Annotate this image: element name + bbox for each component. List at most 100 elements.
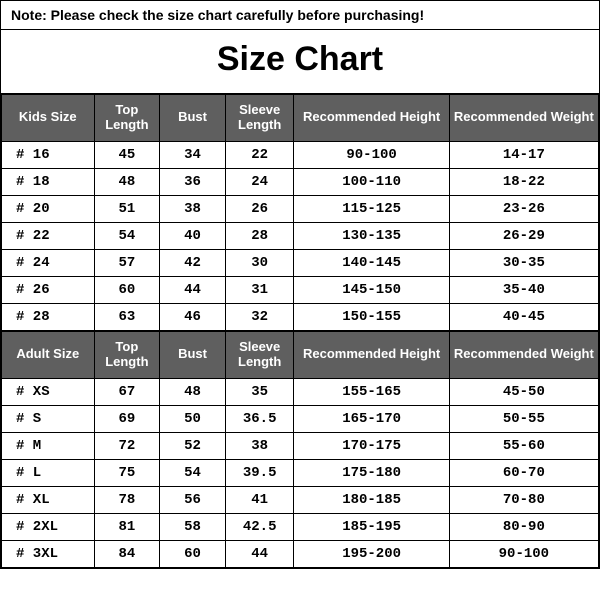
cell-size: # XL: [2, 486, 95, 513]
cell-bust: 52: [160, 432, 226, 459]
cell-sleeve-length: 36.5: [225, 405, 294, 432]
cell-rec-height: 90-100: [294, 141, 449, 168]
cell-rec-height: 145-150: [294, 276, 449, 303]
col-rec-weight: Recommended Weight: [449, 95, 598, 142]
cell-rec-height: 140-145: [294, 249, 449, 276]
chart-title: Size Chart: [1, 30, 599, 94]
cell-top-length: 72: [94, 432, 160, 459]
cell-size: # 20: [2, 195, 95, 222]
table-row: # 24574230140-14530-35: [2, 249, 599, 276]
cell-rec-weight: 14-17: [449, 141, 598, 168]
cell-size: # S: [2, 405, 95, 432]
table-row: # 22544028130-13526-29: [2, 222, 599, 249]
cell-top-length: 78: [94, 486, 160, 513]
cell-size: # 16: [2, 141, 95, 168]
cell-sleeve-length: 42.5: [225, 513, 294, 540]
cell-size: # 2XL: [2, 513, 95, 540]
cell-bust: 40: [160, 222, 226, 249]
cell-size: # 24: [2, 249, 95, 276]
cell-bust: 58: [160, 513, 226, 540]
col-rec-weight: Recommended Weight: [449, 331, 598, 378]
cell-top-length: 63: [94, 303, 160, 330]
cell-size: # 3XL: [2, 540, 95, 567]
cell-rec-height: 195-200: [294, 540, 449, 567]
kids-size-table: Kids Size Top Length Bust Sleeve Length …: [1, 94, 599, 331]
col-top-length: Top Length: [94, 95, 160, 142]
cell-bust: 42: [160, 249, 226, 276]
col-bust: Bust: [160, 331, 226, 378]
size-chart-container: Note: Please check the size chart carefu…: [0, 0, 600, 569]
col-sleeve: Sleeve Length: [225, 331, 294, 378]
cell-top-length: 75: [94, 459, 160, 486]
cell-rec-height: 100-110: [294, 168, 449, 195]
cell-rec-weight: 50-55: [449, 405, 598, 432]
cell-rec-weight: 35-40: [449, 276, 598, 303]
table-row: # XS674835155-16545-50: [2, 378, 599, 405]
cell-rec-weight: 80-90: [449, 513, 598, 540]
cell-size: # XS: [2, 378, 95, 405]
cell-bust: 46: [160, 303, 226, 330]
cell-rec-height: 155-165: [294, 378, 449, 405]
cell-size: # L: [2, 459, 95, 486]
cell-sleeve-length: 28: [225, 222, 294, 249]
table-row: # 3XL846044195-20090-100: [2, 540, 599, 567]
cell-rec-weight: 18-22: [449, 168, 598, 195]
table-row: # 26604431145-15035-40: [2, 276, 599, 303]
adult-size-table: Adult Size Top Length Bust Sleeve Length…: [1, 331, 599, 568]
table-row: # 18483624100-11018-22: [2, 168, 599, 195]
cell-top-length: 67: [94, 378, 160, 405]
cell-sleeve-length: 22: [225, 141, 294, 168]
cell-rec-height: 185-195: [294, 513, 449, 540]
col-bust: Bust: [160, 95, 226, 142]
cell-rec-weight: 60-70: [449, 459, 598, 486]
cell-rec-height: 150-155: [294, 303, 449, 330]
cell-size: # 26: [2, 276, 95, 303]
cell-rec-height: 175-180: [294, 459, 449, 486]
cell-sleeve-length: 24: [225, 168, 294, 195]
cell-size: # 22: [2, 222, 95, 249]
col-adult-size: Adult Size: [2, 331, 95, 378]
cell-top-length: 48: [94, 168, 160, 195]
cell-top-length: 57: [94, 249, 160, 276]
cell-top-length: 60: [94, 276, 160, 303]
table-row: # M725238170-17555-60: [2, 432, 599, 459]
table-row: # S695036.5165-17050-55: [2, 405, 599, 432]
cell-size: # M: [2, 432, 95, 459]
table-row: # 28634632150-15540-45: [2, 303, 599, 330]
cell-sleeve-length: 30: [225, 249, 294, 276]
col-kids-size: Kids Size: [2, 95, 95, 142]
cell-top-length: 51: [94, 195, 160, 222]
cell-rec-weight: 30-35: [449, 249, 598, 276]
cell-rec-weight: 55-60: [449, 432, 598, 459]
table-row: # L755439.5175-18060-70: [2, 459, 599, 486]
cell-rec-height: 180-185: [294, 486, 449, 513]
cell-sleeve-length: 26: [225, 195, 294, 222]
cell-bust: 50: [160, 405, 226, 432]
cell-sleeve-length: 35: [225, 378, 294, 405]
cell-rec-weight: 45-50: [449, 378, 598, 405]
cell-rec-height: 170-175: [294, 432, 449, 459]
cell-rec-weight: 40-45: [449, 303, 598, 330]
col-sleeve: Sleeve Length: [225, 95, 294, 142]
cell-rec-height: 165-170: [294, 405, 449, 432]
cell-rec-height: 130-135: [294, 222, 449, 249]
col-rec-height: Recommended Height: [294, 95, 449, 142]
cell-bust: 48: [160, 378, 226, 405]
cell-sleeve-length: 44: [225, 540, 294, 567]
cell-top-length: 84: [94, 540, 160, 567]
cell-top-length: 54: [94, 222, 160, 249]
cell-bust: 56: [160, 486, 226, 513]
cell-rec-weight: 26-29: [449, 222, 598, 249]
cell-bust: 34: [160, 141, 226, 168]
col-top-length: Top Length: [94, 331, 160, 378]
cell-sleeve-length: 32: [225, 303, 294, 330]
note-text: Note: Please check the size chart carefu…: [1, 1, 599, 30]
col-rec-height: Recommended Height: [294, 331, 449, 378]
cell-size: # 28: [2, 303, 95, 330]
table-row: # XL785641180-18570-80: [2, 486, 599, 513]
cell-top-length: 45: [94, 141, 160, 168]
cell-rec-weight: 70-80: [449, 486, 598, 513]
table-row: # 1645342290-10014-17: [2, 141, 599, 168]
cell-sleeve-length: 31: [225, 276, 294, 303]
table-row: # 20513826115-12523-26: [2, 195, 599, 222]
